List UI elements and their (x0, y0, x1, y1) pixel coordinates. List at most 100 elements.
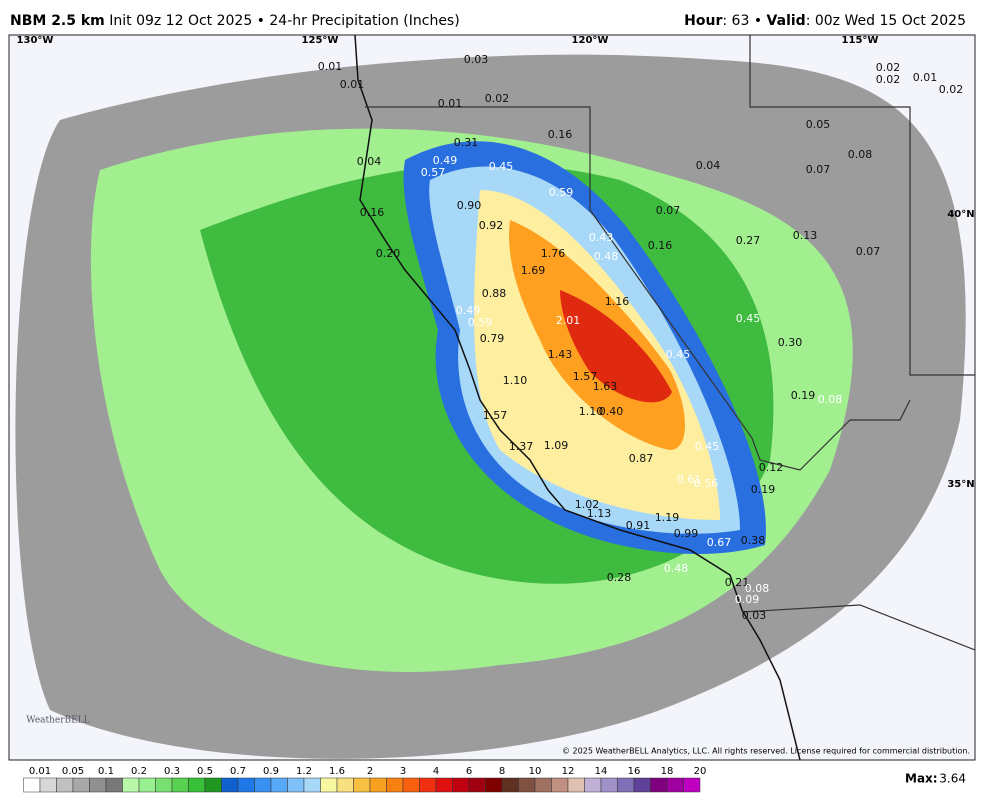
legend-label: 4 (433, 766, 439, 777)
precip-value: 0.92 (479, 219, 504, 232)
legend-label: 0.01 (29, 766, 51, 777)
legend-label: 0.9 (263, 766, 279, 777)
legend-swatch (221, 777, 239, 793)
copyright: © 2025 WeatherBELL Analytics, LLC. All r… (562, 747, 970, 756)
legend-swatch (666, 777, 684, 793)
legend-label: 0.3 (164, 766, 180, 777)
legend-label: 14 (595, 766, 608, 777)
header-info: Init 09z 12 Oct 2025 • 24-hr Precipitati… (109, 13, 459, 29)
precip-value: 1.16 (605, 295, 630, 308)
precip-value: 0.88 (482, 287, 507, 300)
legend-swatch (122, 777, 140, 793)
precip-value: 0.01 (318, 60, 343, 73)
precip-value: 0.08 (745, 582, 770, 595)
legend-label: 10 (529, 766, 542, 777)
legend-swatch (155, 777, 173, 793)
legend-label: 6 (466, 766, 472, 777)
precip-value: 1.19 (655, 511, 680, 524)
state-border (759, 399, 911, 471)
legend-swatch (270, 777, 288, 793)
precip-value: 1.10 (503, 374, 528, 387)
legend-swatch (386, 777, 404, 793)
legend-swatch (171, 777, 189, 793)
legend-label: 20 (694, 766, 707, 777)
hour: : 63 • (722, 13, 762, 29)
precip-value: 1.63 (593, 380, 618, 393)
header-left: NBM 2.5 km Init 09z 12 Oct 2025 • 24-hr … (10, 13, 460, 29)
precip-value: 0.91 (626, 519, 651, 532)
precip-value: 0.31 (454, 136, 479, 149)
state-border (749, 35, 975, 376)
legend-swatch (534, 777, 552, 793)
precip-value: 0.16 (648, 239, 673, 252)
precip-value: 0.04 (357, 155, 382, 168)
precip-value: 1.57 (483, 409, 508, 422)
precip-value: 0.67 (707, 536, 732, 549)
precip-value: 0.08 (818, 393, 843, 406)
precip-value: 1.09 (544, 439, 569, 452)
legend-label: 3 (400, 766, 406, 777)
precip-value: 0.04 (696, 159, 721, 172)
precip-value: 1.69 (521, 264, 546, 277)
precip-value: 0.09 (735, 593, 760, 606)
legend-label: 16 (628, 766, 641, 777)
precip-value: 0.28 (607, 571, 632, 584)
precip-value: 0.02 (939, 83, 964, 96)
legend-label: 18 (661, 766, 674, 777)
legend-swatch (435, 777, 453, 793)
legend-label: 1.6 (329, 766, 345, 777)
model: NBM 2.5 km (10, 13, 105, 29)
legend-swatch (617, 777, 635, 793)
legend-swatch (56, 777, 74, 793)
precip-value: 0.08 (848, 148, 873, 161)
precip-value: 0.38 (741, 534, 766, 547)
legend-swatch (468, 777, 486, 793)
precip-value: 0.05 (806, 118, 831, 131)
valid-label: Valid (767, 13, 806, 29)
legend-swatch (551, 777, 569, 793)
legend: 0.01 0.05 0.1 0.2 0.3 0.5 0.7 0.9 1.2 1.6 2 3 4 6 8 10 1… (23, 766, 707, 793)
header-right: Hour: 63 • Valid: 00z Wed 15 Oct 2025 (684, 13, 966, 29)
grid-label: 115°W (842, 35, 879, 46)
precip-value: 0.03 (742, 609, 767, 622)
legend-swatch (254, 777, 272, 793)
precip-value: 0.59 (468, 316, 493, 329)
precip-value: 0.48 (664, 562, 689, 575)
legend-swatch (633, 777, 651, 793)
precip-value: 0.03 (464, 53, 489, 66)
precip-value: 1.57 (573, 370, 598, 383)
map: 130°W 125°W 120°W 115°W 40°N 35°N 0.01 0.01 0.03… (8, 34, 976, 761)
legend-swatch (567, 777, 585, 793)
precip-value: 0.02 (876, 61, 901, 74)
precip-value: 0.21 (725, 576, 750, 589)
legend-swatch (501, 777, 519, 793)
legend-label: 1.2 (296, 766, 312, 777)
precip-value: 0.45 (736, 312, 761, 325)
state-border (365, 106, 761, 461)
precip-value: 0.27 (736, 234, 761, 247)
legend-swatch (138, 777, 156, 793)
legend-label: 8 (499, 766, 505, 777)
legend-label: 0.05 (62, 766, 84, 777)
precip-value: 0.19 (791, 389, 816, 402)
map-labels: 130°W 125°W 120°W 115°W 40°N 35°N 0.01 0.01 0.03… (17, 35, 975, 622)
precip-value: 0.61 (677, 473, 702, 486)
precip-value: 0.20 (376, 247, 401, 260)
precip-value: 0.43 (589, 231, 614, 244)
legend-swatch (237, 777, 255, 793)
precip-red (560, 290, 672, 403)
legend-swatch (89, 777, 107, 793)
legend-label: 0.7 (230, 766, 246, 777)
precip-value: 0.87 (629, 452, 654, 465)
precip-value: 0.45 (666, 348, 691, 361)
precip-value: 1.13 (587, 507, 612, 520)
legend-swatch (23, 777, 41, 793)
hour-label: Hour (684, 13, 722, 29)
grid-label: 35°N (947, 479, 974, 490)
max-label: Max: (905, 772, 938, 786)
precip-value: 0.01 (913, 71, 938, 84)
legend-label: 12 (562, 766, 575, 777)
precip-value: 1.43 (548, 348, 573, 361)
precip-value: 0.01 (340, 78, 365, 91)
